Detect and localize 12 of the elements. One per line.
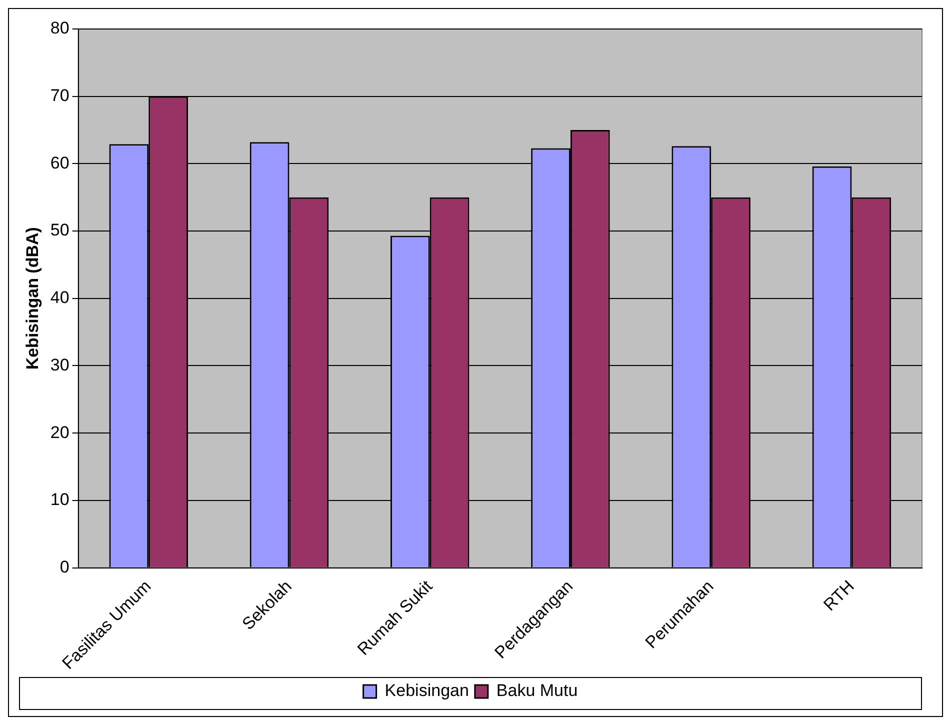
y-tick-label: 40 [50, 288, 70, 308]
y-tick-label: 30 [50, 355, 70, 374]
y-tick-label: 60 [50, 153, 70, 172]
y-tick-label: 10 [50, 490, 70, 510]
y-tick-label: 0 [60, 557, 70, 576]
y-tick-label: 80 [50, 18, 70, 38]
y-tick-label: 20 [50, 422, 70, 442]
legend-label: Kebisingan [384, 681, 469, 700]
legend-label: Baku Mutu [496, 681, 578, 700]
y-tick-label: 70 [50, 86, 70, 106]
y-axis-title: Kebisingan (dBA) [22, 227, 42, 370]
y-tick-label: 50 [50, 220, 70, 240]
